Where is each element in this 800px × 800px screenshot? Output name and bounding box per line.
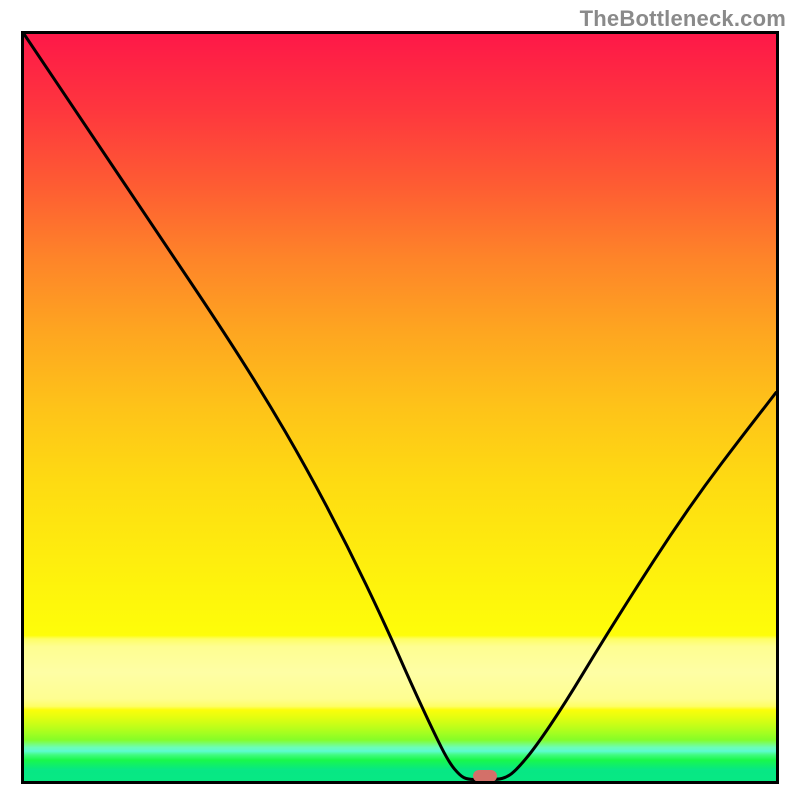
page-root: TheBottleneck.com — [0, 0, 800, 800]
chart-frame — [21, 31, 779, 784]
watermark-text: TheBottleneck.com — [580, 6, 786, 32]
